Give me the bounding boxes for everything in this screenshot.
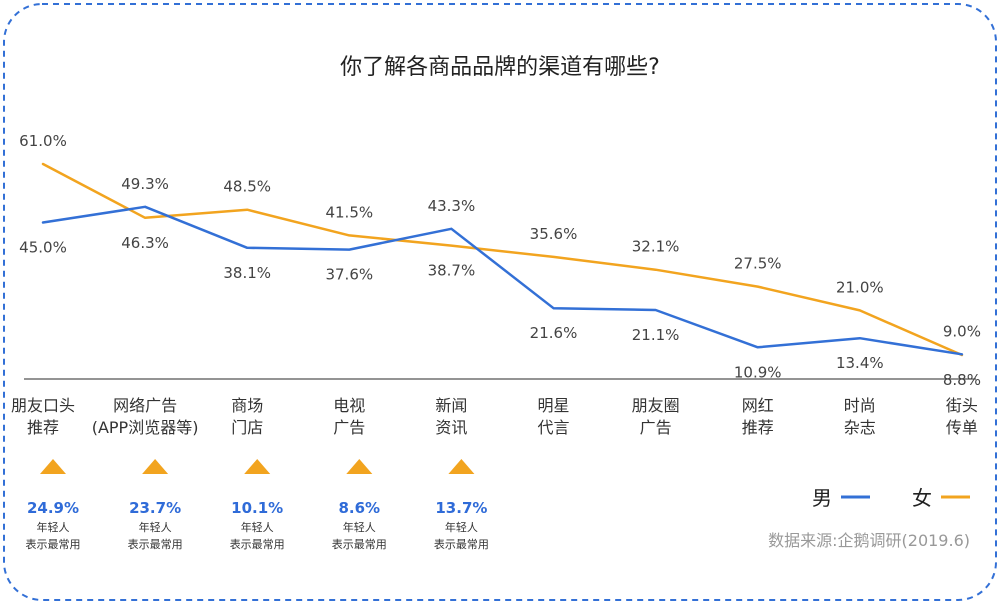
youth-stat-line1-0: 年轻人	[37, 520, 70, 534]
data-label-male-7: 10.9%	[734, 363, 782, 381]
data-label-female-9: 8.8%	[943, 371, 981, 389]
category-label-5-line1: 明星	[537, 396, 569, 415]
youth-stat-line1-3: 年轻人	[343, 520, 376, 534]
series-line-male	[41, 205, 964, 356]
category-label-7-line2: 推荐	[742, 418, 774, 437]
data-label-female-8: 21.0%	[836, 278, 884, 296]
category-label-3-line1: 电视	[333, 396, 365, 415]
category-label-5-line2: 代言	[537, 418, 569, 437]
data-label-female-3: 41.5%	[325, 203, 373, 221]
category-label-8-line2: 杂志	[844, 418, 876, 437]
category-label-9-line2: 传单	[946, 418, 978, 437]
category-label-6-line1: 朋友圈	[632, 396, 680, 415]
data-label-female-6: 32.1%	[632, 238, 680, 256]
triangle-marker-icon	[40, 459, 66, 474]
category-label-6-line2: 广告	[640, 418, 672, 437]
category-label-2-line2: 门店	[231, 418, 263, 437]
data-label-male-4: 43.3%	[428, 197, 476, 215]
data-label-female-5: 35.6%	[530, 225, 578, 243]
data-label-male-3: 37.6%	[325, 266, 373, 284]
category-label-7-line1: 网红	[742, 396, 774, 415]
category-label-2-line1: 商场	[231, 396, 263, 415]
youth-stat-line2-3: 表示最常用	[332, 537, 387, 551]
data-label-male-0: 45.0%	[19, 239, 67, 257]
data-label-male-2: 38.1%	[223, 264, 271, 282]
category-label-4-line2: 资讯	[435, 418, 467, 437]
data-label-male-6: 21.1%	[632, 326, 680, 344]
data-label-male-5: 21.6%	[530, 324, 578, 342]
data-label-female-0: 61.0%	[19, 132, 67, 150]
category-label-1-line2: (APP浏览器等)	[92, 418, 199, 437]
category-label-0-line1: 朋友口头	[11, 396, 75, 415]
youth-stat-line1-4: 年轻人	[445, 520, 478, 534]
source-note: 数据来源:企鹅调研(2019.6)	[768, 531, 970, 550]
youth-stat-value-4: 13.7%	[435, 499, 487, 517]
data-label-female-2: 48.5%	[223, 178, 271, 196]
youth-stat-value-3: 8.6%	[338, 499, 380, 517]
youth-stat-value-2: 10.1%	[231, 499, 283, 517]
triangle-marker-icon	[346, 459, 373, 474]
category-label-9-line1: 街头	[946, 396, 978, 415]
triangle-marker-icon	[142, 459, 169, 474]
card-border	[3, 3, 997, 601]
category-label-0-line2: 推荐	[27, 418, 59, 437]
category-label-8-line1: 时尚	[844, 396, 876, 415]
data-label-male-9: 9.0%	[943, 322, 981, 340]
data-label-female-1: 46.3%	[121, 234, 169, 252]
youth-stat-line1-1: 年轻人	[139, 520, 172, 534]
legend-female-label: 女	[912, 486, 932, 510]
youth-stat-line1-2: 年轻人	[241, 520, 274, 534]
series-line-female	[41, 162, 964, 357]
category-label-4-line1: 新闻	[435, 396, 467, 415]
chart-title: 你了解各商品品牌的渠道有哪些?	[340, 55, 660, 80]
data-label-male-8: 13.4%	[836, 354, 884, 372]
category-label-3-line2: 广告	[333, 418, 365, 437]
data-label-female-7: 27.5%	[734, 255, 782, 273]
data-label-male-1: 49.3%	[121, 175, 169, 193]
youth-stat-line2-4: 表示最常用	[434, 537, 489, 551]
triangle-marker-icon	[448, 459, 475, 474]
youth-stat-line2-1: 表示最常用	[128, 537, 183, 551]
youth-stat-value-0: 24.9%	[27, 499, 79, 517]
triangle-marker-icon	[244, 459, 271, 474]
category-label-1-line1: 网络广告	[113, 396, 177, 415]
data-label-female-4: 38.7%	[428, 262, 476, 280]
youth-stat-line2-2: 表示最常用	[230, 537, 285, 551]
legend-male-label: 男	[812, 486, 832, 510]
youth-stat-line2-0: 表示最常用	[26, 537, 81, 551]
youth-stat-value-1: 23.7%	[129, 499, 181, 517]
